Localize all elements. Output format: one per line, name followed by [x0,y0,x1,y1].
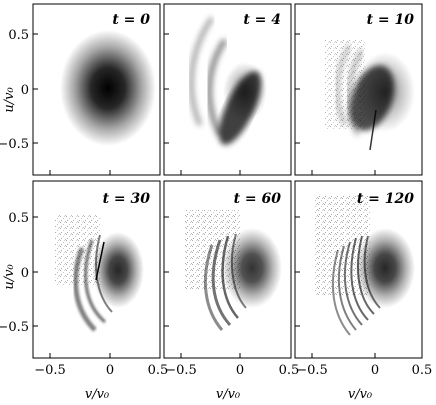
x-tick-label: −0.5 [165,363,197,378]
panel-t0: t = 0 [32,3,161,176]
panel-time-label: t = 60 [234,191,282,207]
panel-time-label: t = 0 [112,12,150,28]
x-axis-label: v/v₀ [85,387,110,402]
x-tick-label: 0.5 [412,363,433,378]
density-image-t0 [60,30,156,146]
y-tick-label: −0.5 [0,320,29,335]
x-tick-label: 0 [106,363,114,378]
density-image-t60 [185,210,282,331]
panel-time-label: t = 4 [243,12,281,28]
panel-frame [294,180,423,359]
y-tick-label: 0.5 [8,211,29,226]
x-tick-label: −0.5 [34,363,66,378]
x-tick-label: 0 [236,363,244,378]
x-tick-label: 0 [371,363,379,378]
density-image-t30 [55,215,144,332]
panel-time-label: t = 30 [103,191,151,207]
x-tick-labels: −0.5 0 0.5 −0.5 0 0.5 −0.5 0 0.5 [34,363,432,378]
x-tick-label: 0.5 [279,363,300,378]
panel-frame [163,180,292,359]
x-tick-label: 0.5 [148,363,169,378]
x-axis-label: v/v₀ [348,387,373,402]
y-axis-label: u/v₀ [2,87,17,113]
y-tick-label: 0 [21,266,29,281]
density-image-t120 [315,195,415,336]
x-tick-label: −0.5 [296,363,328,378]
density-image-t4 [188,16,267,145]
panel-t30: t = 30 [32,180,161,359]
panel-time-label: t = 120 [357,191,414,207]
y-tick-label: −0.5 [0,137,29,152]
tick-marks [33,33,376,358]
panel-frame [32,180,161,359]
x-axis-labels: v/v₀ v/v₀ v/v₀ [85,387,373,402]
y-tick-label: 0 [21,83,29,98]
y-tick-labels: 0.5 0 −0.5 0.5 0 −0.5 [0,28,29,335]
panel-t10: t = 10 [294,3,423,176]
panel-time-label: t = 10 [367,12,415,28]
y-axis-label: u/v₀ [2,264,17,290]
panel-t4: t = 4 [163,3,292,176]
panel-t60: t = 60 [163,180,292,359]
density-image-t10 [325,40,415,151]
y-tick-label: 0.5 [8,28,29,43]
x-axis-label: v/v₀ [216,387,241,402]
panel-t120: t = 120 [294,180,423,359]
